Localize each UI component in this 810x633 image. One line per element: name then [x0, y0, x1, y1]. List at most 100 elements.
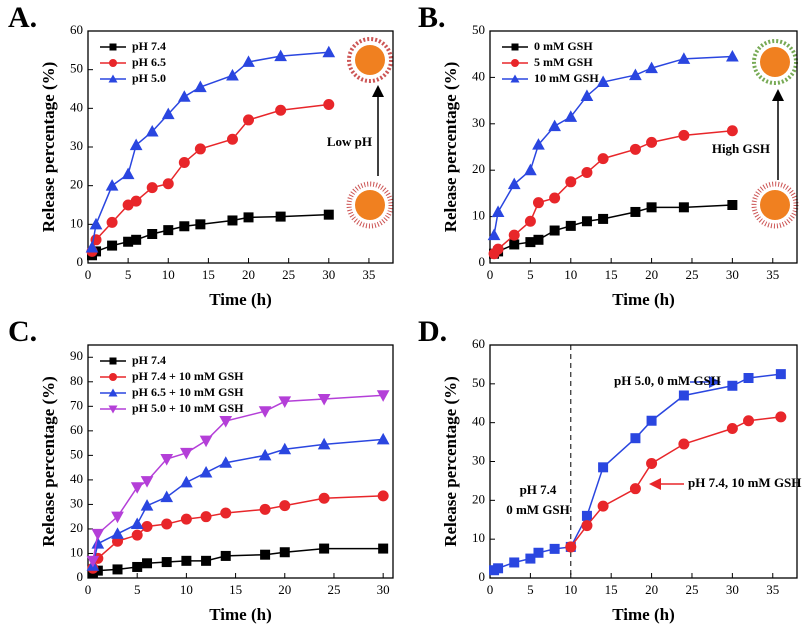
point	[646, 136, 658, 148]
point	[121, 167, 135, 180]
y-tick-label: 20	[70, 520, 83, 535]
point	[646, 457, 658, 469]
point	[279, 547, 290, 558]
y-tick-label: 40	[472, 68, 485, 83]
point	[492, 243, 504, 255]
point	[629, 68, 642, 81]
x-axis-title: Time (h)	[612, 290, 675, 309]
x-tick-label: 10	[162, 267, 175, 282]
x-tick-label: 25	[685, 267, 698, 282]
point	[131, 529, 143, 541]
y-axis-title: Release percentage (%)	[441, 376, 460, 547]
legend-label: pH 6.5	[132, 55, 166, 69]
x-tick-label: 35	[766, 582, 779, 597]
y-tick-label: 40	[70, 99, 83, 114]
panel: A. 0 5 10 15 20 25 30 35 0 10 20 30 40 50 60 Time (h) Rel…	[8, 1, 394, 309]
x-tick-label: 5	[134, 582, 141, 597]
x-tick-label: 15	[202, 267, 215, 282]
point	[775, 369, 786, 380]
point	[199, 435, 213, 448]
point	[509, 557, 520, 568]
x-tick-label: 0	[85, 267, 92, 282]
point	[319, 543, 330, 554]
point	[145, 124, 159, 137]
y-axis-title: Release percentage (%)	[39, 376, 58, 547]
point	[258, 448, 272, 461]
x-tick-label: 0	[85, 582, 92, 597]
legend-marker	[511, 59, 519, 67]
legend-marker	[109, 357, 117, 365]
point	[678, 438, 690, 450]
y-tick-label: 10	[70, 544, 83, 559]
point	[549, 192, 561, 204]
point	[129, 138, 143, 151]
point	[581, 510, 592, 521]
point	[220, 550, 231, 561]
y-tick-label: 90	[70, 348, 83, 363]
point	[581, 520, 593, 532]
x-tick-label: 5	[527, 582, 534, 597]
point	[260, 549, 271, 560]
point	[317, 437, 331, 450]
y-tick-label: 0	[479, 254, 486, 269]
point	[140, 499, 154, 511]
point	[243, 212, 254, 223]
x-tick-label: 10	[564, 267, 577, 282]
point	[130, 482, 144, 494]
series-line	[91, 213, 329, 256]
y-tick-label: 20	[472, 161, 485, 176]
point	[85, 240, 99, 253]
point	[130, 195, 142, 207]
point	[597, 500, 609, 512]
point	[194, 80, 207, 93]
panel-label: A.	[8, 1, 37, 34]
x-tick-label: 0	[487, 582, 494, 597]
y-tick-label: 0	[479, 569, 486, 584]
arrows	[372, 85, 784, 490]
annotation: 0 mM GSH	[506, 502, 570, 517]
point	[275, 211, 286, 222]
y-tick-label: 40	[70, 471, 83, 486]
legend-label: pH 7.4	[132, 353, 166, 367]
point	[509, 239, 520, 250]
point	[322, 45, 336, 58]
annotation: Low pH	[327, 134, 372, 149]
legend-label: 10 mM GSH	[534, 71, 599, 85]
panel-label: D.	[418, 315, 447, 348]
point	[226, 68, 239, 81]
legend-marker	[109, 43, 117, 51]
y-tick-label: 0	[77, 254, 84, 269]
point	[220, 507, 232, 519]
x-tick-label: 30	[726, 582, 739, 597]
point	[549, 225, 560, 236]
x-tick-label: 15	[605, 267, 618, 282]
x-tick-label: 25	[282, 267, 295, 282]
point	[525, 553, 536, 564]
point	[147, 229, 158, 239]
point	[726, 422, 738, 434]
point	[278, 396, 292, 408]
point	[106, 216, 118, 228]
particles	[346, 37, 799, 229]
point	[580, 89, 594, 101]
point	[508, 229, 520, 241]
point	[565, 176, 577, 188]
point	[274, 49, 287, 62]
series-line	[493, 55, 733, 236]
legend-marker	[108, 74, 118, 83]
point	[629, 143, 641, 155]
point	[678, 129, 690, 141]
point	[242, 55, 255, 67]
point	[141, 520, 153, 532]
point	[219, 416, 233, 428]
point	[487, 228, 501, 241]
point	[142, 558, 153, 569]
point	[243, 114, 255, 126]
y-tick-label: 30	[472, 115, 485, 130]
y-tick-label: 60	[472, 336, 485, 351]
x-tick-label: 35	[766, 267, 779, 282]
point	[201, 555, 212, 566]
x-tick-label: 20	[242, 267, 255, 282]
point	[130, 517, 144, 530]
point	[646, 202, 657, 213]
